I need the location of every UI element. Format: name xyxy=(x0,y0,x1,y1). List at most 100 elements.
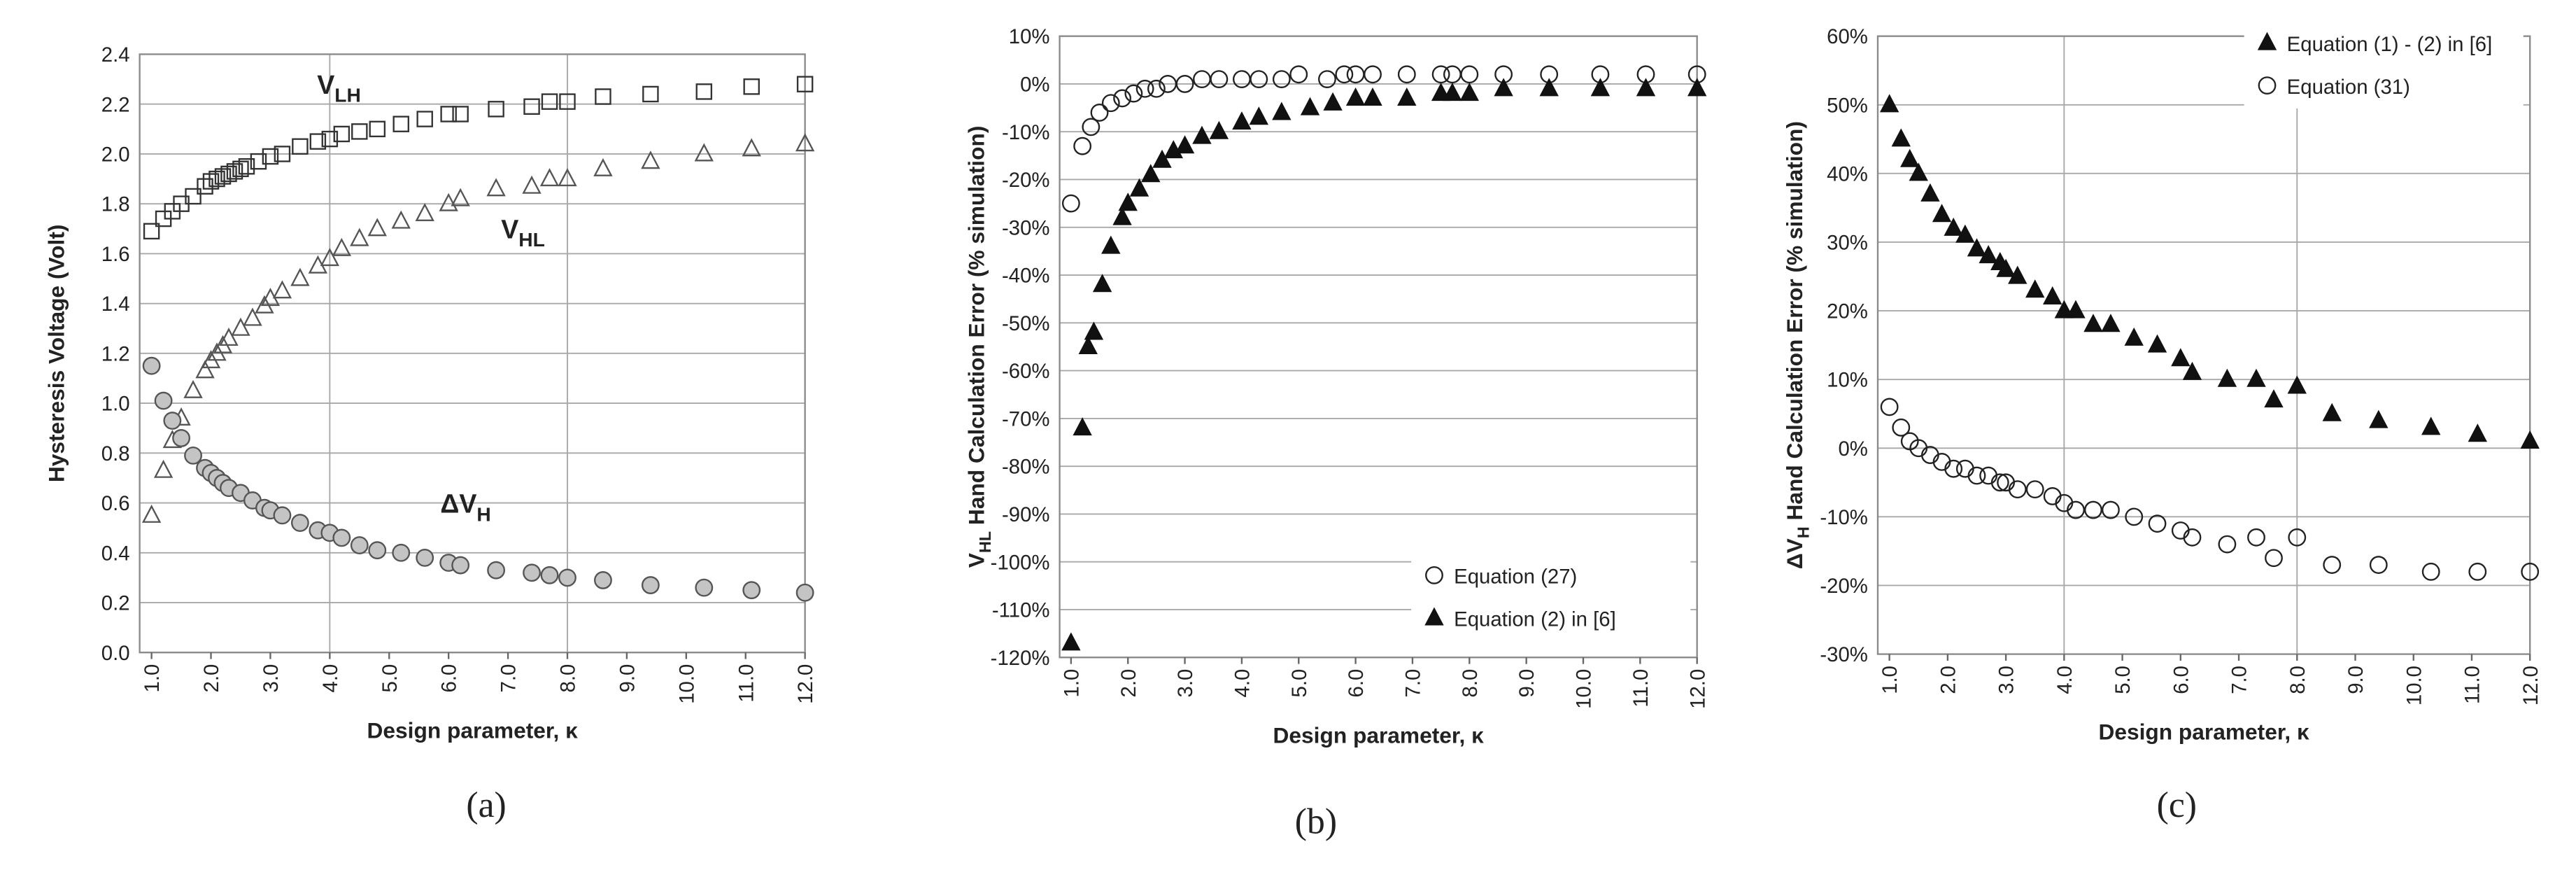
panel-chart: 10% 0% -10% -20% -30% -40% -50% -60% -70% -80% -90… xyxy=(964,25,1710,841)
marker-triangle xyxy=(2043,286,2062,305)
marker-triangle xyxy=(243,307,262,326)
marker-circle xyxy=(1210,70,1229,89)
marker-square xyxy=(440,106,457,122)
marker-square xyxy=(250,153,267,170)
marker-triangle xyxy=(1323,92,1343,111)
x-tick-label: 10.0 xyxy=(2402,666,2426,706)
marker-circle xyxy=(1431,65,1450,84)
marker-circle xyxy=(2102,500,2120,519)
annotation-sub: HL xyxy=(518,228,545,251)
y-tick-label: -110% xyxy=(992,599,1050,622)
marker-circle xyxy=(368,541,387,560)
y-tick-label: -50% xyxy=(1002,312,1050,335)
marker-triangle xyxy=(593,157,613,176)
plot-area xyxy=(1877,36,2531,654)
marker-circle xyxy=(1135,79,1154,98)
marker-circle xyxy=(1990,473,2009,492)
marker-circle xyxy=(695,578,714,597)
marker-triangle xyxy=(141,504,162,523)
marker-circle xyxy=(558,568,576,587)
marker-triangle xyxy=(439,192,458,211)
marker-circle xyxy=(1147,79,1166,98)
marker-circle xyxy=(172,429,190,447)
marker-circle xyxy=(2183,528,2202,547)
marker-circle xyxy=(290,514,309,532)
x-tick-label: 9.0 xyxy=(1515,669,1538,698)
x-tick-label: 12.0 xyxy=(794,664,817,704)
x-tick-label: 6.0 xyxy=(1345,669,1368,698)
marker-circle xyxy=(1335,65,1354,84)
panel-label: (b) xyxy=(1295,802,1337,842)
x-tick-label: 3.0 xyxy=(1174,669,1197,698)
y-tick-label: -20% xyxy=(1002,169,1050,192)
marker-triangle xyxy=(2101,314,2121,332)
y-tick-label: 2.4 xyxy=(101,43,130,66)
marker-triangle xyxy=(1920,183,1940,202)
y-tick-label: -60% xyxy=(1002,360,1050,383)
marker-triangle xyxy=(1084,321,1104,340)
legend-box xyxy=(1411,549,1691,641)
marker-square xyxy=(321,130,339,148)
y-tick-label: -100% xyxy=(991,551,1050,574)
x-axis-title: Design parameter, κ xyxy=(367,717,579,743)
marker-circle xyxy=(1880,398,1899,416)
marker-triangle xyxy=(2257,31,2277,50)
y-axis-title-text: Hysteresis Voltage (Volt) xyxy=(44,225,69,483)
marker-triangle xyxy=(2083,314,2103,332)
marker-square xyxy=(642,85,659,103)
marker-circle xyxy=(641,576,660,594)
annotation: VHL xyxy=(501,214,545,251)
marker-triangle xyxy=(290,267,310,286)
x-tick-label: 7.0 xyxy=(2228,666,2251,694)
y-tick-label: -10% xyxy=(1002,121,1050,144)
marker-circle xyxy=(1090,103,1109,122)
y-tick-label: 10% xyxy=(1827,369,1868,392)
marker-square xyxy=(743,78,760,95)
marker-square xyxy=(238,158,255,175)
marker-triangle xyxy=(1979,245,1998,264)
marker-circle xyxy=(2265,549,2283,568)
annotation: ΔVH xyxy=(440,489,490,526)
marker-triangle xyxy=(272,280,292,299)
marker-square xyxy=(232,160,249,178)
legend-label: Equation (1) - (2) in [6] xyxy=(2287,33,2493,56)
marker-triangle xyxy=(183,379,203,398)
x-tick-label: 7.0 xyxy=(497,664,521,693)
x-tick-label: 10.0 xyxy=(1573,669,1596,709)
y-tick-label: 0% xyxy=(1838,437,1867,461)
marker-circle xyxy=(795,583,814,602)
marker-circle xyxy=(1272,70,1291,89)
x-tick-label: 11.0 xyxy=(735,664,758,703)
marker-triangle xyxy=(2520,430,2540,449)
marker-triangle xyxy=(195,360,215,379)
marker-triangle xyxy=(1687,78,1707,97)
x-tick-label: 12.0 xyxy=(2519,666,2542,706)
marker-circle xyxy=(2369,556,2388,574)
marker-square xyxy=(226,163,243,180)
marker-triangle xyxy=(2369,409,2389,428)
marker-square xyxy=(351,123,368,140)
marker-circle xyxy=(184,446,202,465)
x-tick-label: 8.0 xyxy=(557,664,580,693)
y-tick-label: 50% xyxy=(1827,94,1868,117)
legend-label: Equation (2) in [6] xyxy=(1454,608,1616,631)
marker-triangle xyxy=(1141,164,1161,183)
marker-circle xyxy=(1101,94,1120,113)
marker-circle xyxy=(1250,70,1268,89)
marker-square xyxy=(416,111,433,127)
legend-label: Equation (31) xyxy=(2287,76,2410,99)
marker-triangle xyxy=(2171,348,2191,367)
annotation-text: V xyxy=(501,214,518,244)
marker-circle xyxy=(1073,136,1092,155)
x-tick-label: 1.0 xyxy=(141,664,164,693)
marker-triangle xyxy=(1424,607,1444,626)
marker-circle xyxy=(523,563,541,582)
marker-triangle xyxy=(1955,224,1975,243)
marker-triangle xyxy=(1443,83,1462,101)
marker-circle xyxy=(2258,76,2277,95)
x-tick-label: 6.0 xyxy=(2170,666,2193,694)
marker-square xyxy=(523,98,540,115)
marker-circle xyxy=(1892,418,1911,437)
marker-square xyxy=(292,138,309,155)
